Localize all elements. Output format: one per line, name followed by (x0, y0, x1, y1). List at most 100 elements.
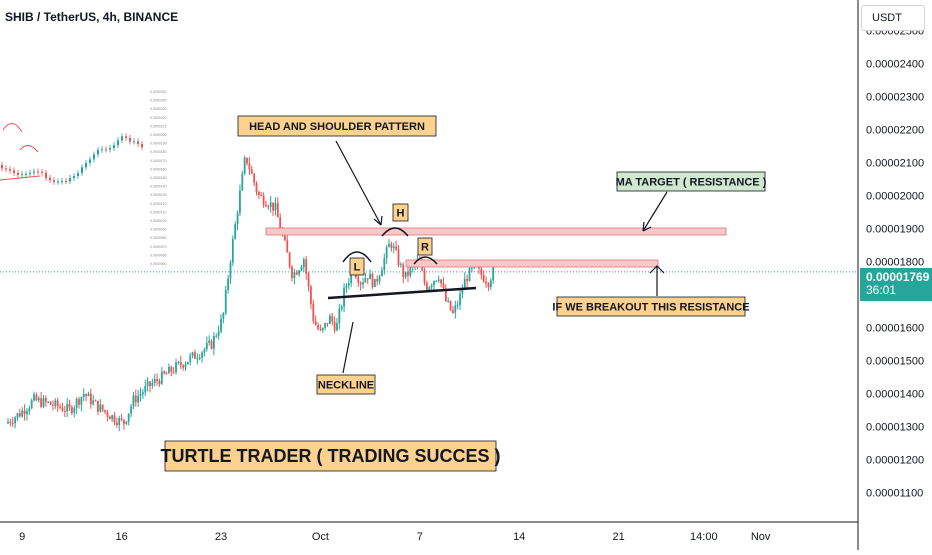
candle-body (9, 421, 12, 423)
candle-body (293, 272, 296, 279)
candle-body (392, 246, 395, 249)
candle-body (158, 381, 161, 384)
inset-candle-body (5, 168, 7, 170)
candle-body (14, 417, 16, 424)
inset-tick-label: 0.0000160 (150, 167, 167, 171)
candle-body (172, 371, 175, 373)
candle-body (210, 340, 213, 349)
candle-body (170, 366, 173, 372)
inset-tick-label: 0.0000230 (150, 107, 167, 111)
candle-body (94, 400, 97, 402)
inset-candle-body (133, 141, 135, 143)
candle-body (78, 399, 80, 405)
candle-body (151, 383, 154, 387)
candle-body (80, 397, 83, 405)
inset-tick-label: 0.0000140 (150, 185, 167, 189)
inset-candle-body (77, 173, 79, 177)
ma-arrow (642, 191, 668, 232)
inset-tick-label: 0.0000170 (150, 159, 167, 163)
left-shoulder-marker: L (354, 262, 361, 274)
time-tick-label: 21 (612, 531, 624, 543)
inset-candle-body (21, 174, 23, 176)
candle-body (371, 273, 374, 287)
candle-body (198, 357, 201, 359)
time-tick-label: 23 (215, 531, 227, 543)
candle-body (357, 277, 360, 283)
candle-body (362, 282, 364, 285)
candle-body (175, 362, 177, 372)
inset-candle-body (13, 170, 15, 173)
candle-body (404, 271, 407, 278)
candle-body (120, 418, 123, 420)
candle-body (480, 268, 483, 276)
inset-neckline (0, 175, 41, 181)
candle-body (130, 406, 132, 414)
inset-tick-label: 0.0000070 (150, 245, 167, 249)
candle-body (267, 206, 270, 208)
candle-body (97, 400, 99, 412)
candle-body (16, 413, 19, 418)
candle-body (269, 202, 272, 207)
candle-body (428, 287, 431, 291)
candle-body (71, 407, 73, 413)
candle-body (336, 323, 338, 331)
time-tick-label: 9 (19, 531, 25, 543)
candle-body (447, 300, 450, 302)
candle-body (255, 182, 258, 192)
inset-candle-body (117, 140, 119, 146)
ma-target-label: MA TARGET ( RESISTANCE ) (616, 177, 767, 189)
candle-body (224, 289, 227, 313)
candle-body (444, 288, 447, 302)
candle-body (347, 283, 350, 286)
candle-body (326, 322, 329, 324)
candle-body (241, 173, 244, 191)
breakout-label-box (556, 296, 746, 317)
candle-body (149, 381, 151, 387)
candle-body (142, 392, 144, 395)
candle-body (373, 278, 376, 287)
brand-label-box (164, 440, 497, 472)
candle-body (319, 328, 322, 331)
candle-body (82, 394, 85, 398)
head-shoulder-label-box (237, 115, 437, 137)
currency-button[interactable]: USDT (861, 5, 925, 31)
inset-candle-body (109, 148, 111, 150)
candle-body (63, 410, 66, 412)
candle-body (310, 286, 312, 304)
candle-body (194, 352, 196, 359)
price-tick-label: 0.00002300 (866, 92, 924, 104)
time-tick-label: Oct (312, 531, 329, 543)
candle-body (298, 270, 300, 275)
price-tick-label: 0.00001900 (866, 224, 924, 236)
inset-candle-body (105, 149, 107, 151)
candle-body (378, 276, 381, 282)
brand-label: TURTLE TRADER ( TRADING SUCCES ) (161, 446, 501, 466)
candle-body (189, 355, 192, 362)
candle-body (168, 366, 170, 374)
last-price-tag: 0.00001769 36:01 (860, 268, 932, 301)
inset-candle-body (17, 172, 19, 176)
price-tick-label: 0.00002100 (866, 158, 924, 170)
inset-shoulder-arc (19, 145, 39, 153)
inset-shoulder-arc (2, 123, 23, 133)
candle-body (385, 247, 388, 259)
inset-tick-label: 0.0000120 (150, 202, 167, 206)
candle-body (113, 415, 116, 423)
price-tick-label: 0.00001500 (866, 356, 924, 368)
candle-body (87, 393, 90, 397)
breakout-arrow-head (649, 265, 665, 274)
candle-body (364, 278, 367, 283)
candle-body (160, 371, 163, 384)
candle-body (376, 278, 379, 282)
candle-body (134, 395, 137, 403)
inset-candle-body (121, 136, 123, 141)
candle-body (139, 394, 142, 396)
candle-body (286, 240, 289, 253)
candle-body (21, 410, 24, 417)
inset-candle-body (65, 181, 67, 183)
candle-body (220, 318, 222, 332)
candle-body (272, 202, 274, 211)
inset-candle-body (57, 181, 59, 183)
